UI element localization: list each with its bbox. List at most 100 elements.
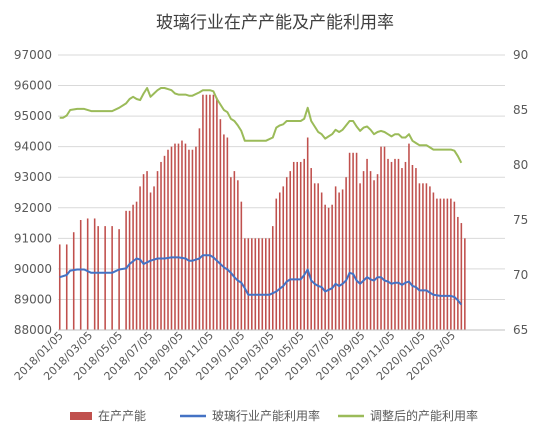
capacity-bar bbox=[457, 216, 459, 330]
capacity-bar bbox=[415, 168, 417, 330]
capacity-bar bbox=[380, 146, 382, 330]
y-left-tick-label: 91000 bbox=[14, 231, 52, 245]
y-left-tick-label: 97000 bbox=[14, 48, 52, 62]
y-right-tick-label: 80 bbox=[513, 158, 528, 172]
capacity-bar bbox=[128, 210, 131, 330]
capacity-bar bbox=[212, 94, 215, 330]
capacity-bar bbox=[237, 180, 239, 330]
capacity-bar bbox=[446, 198, 449, 330]
capacity-bar bbox=[198, 128, 201, 330]
capacity-bar bbox=[345, 177, 347, 330]
capacity-bar bbox=[226, 137, 229, 330]
gridlines bbox=[58, 54, 505, 331]
capacity-bar bbox=[160, 161, 162, 330]
capacity-bar bbox=[408, 143, 410, 330]
capacity-bar bbox=[174, 143, 176, 330]
capacity-bar bbox=[422, 183, 424, 330]
capacity-bar bbox=[331, 204, 333, 330]
capacity-bar bbox=[264, 238, 267, 330]
y-right-tick-label: 70 bbox=[513, 268, 528, 282]
y-right-tick-label: 85 bbox=[513, 103, 528, 117]
capacity-bar bbox=[135, 201, 138, 330]
capacity-bar bbox=[251, 238, 253, 330]
y-left-tick-label: 88000 bbox=[14, 323, 52, 337]
capacity-bar bbox=[296, 161, 299, 330]
capacity-bar bbox=[195, 146, 197, 330]
capacity-bar bbox=[240, 201, 243, 330]
capacity-bar bbox=[313, 183, 316, 330]
adjusted-utilization-line bbox=[59, 87, 463, 164]
capacity-bar bbox=[387, 158, 389, 330]
y-left-tick-label: 89000 bbox=[14, 292, 52, 306]
capacity-bar bbox=[397, 158, 400, 330]
capacity-bar bbox=[93, 218, 96, 330]
capacity-bar bbox=[247, 238, 250, 330]
capacity-bar bbox=[317, 183, 319, 330]
capacity-bar bbox=[209, 94, 211, 330]
capacity-bar bbox=[439, 198, 442, 330]
capacity-bar bbox=[97, 226, 99, 330]
capacity-bar bbox=[429, 186, 431, 330]
capacity-bar bbox=[188, 149, 190, 330]
capacity-bar bbox=[383, 146, 386, 330]
capacity-bar bbox=[58, 244, 61, 330]
y-right-tick-label: 75 bbox=[513, 213, 528, 227]
utilization-lines bbox=[59, 87, 463, 306]
capacity-bar bbox=[223, 134, 225, 330]
capacity-bar bbox=[261, 238, 264, 330]
capacity-bar bbox=[352, 152, 354, 330]
capacity-bar bbox=[142, 174, 145, 330]
y-left-tick-label: 92000 bbox=[14, 201, 52, 215]
capacity-bar bbox=[139, 186, 141, 330]
y-right-tick-label: 65 bbox=[513, 323, 528, 337]
legend-item-capacity: 在产产能 bbox=[70, 409, 146, 423]
capacity-bar bbox=[453, 201, 456, 330]
capacity-bar bbox=[334, 186, 337, 330]
capacity-bar bbox=[156, 171, 159, 330]
legend-label: 调整后的产能利用率 bbox=[370, 408, 478, 423]
capacity-bar bbox=[355, 152, 358, 330]
capacity-bar bbox=[254, 238, 257, 330]
capacity-bar bbox=[306, 137, 309, 330]
capacity-bar bbox=[362, 171, 365, 330]
capacity-bar bbox=[104, 226, 106, 330]
capacity-bar bbox=[376, 174, 379, 330]
capacity-bar bbox=[216, 97, 218, 331]
capacity-bar bbox=[359, 183, 361, 330]
legend-item-adjusted: 调整后的产能利用率 bbox=[338, 408, 478, 423]
capacity-bar bbox=[282, 186, 285, 330]
capacity-bar bbox=[153, 186, 155, 330]
capacity-bar bbox=[170, 146, 173, 330]
utilization-rate-line bbox=[59, 254, 463, 306]
capacity-bar bbox=[244, 238, 246, 330]
capacity-bar bbox=[191, 149, 194, 330]
capacity-bar bbox=[230, 177, 232, 330]
capacity-bar bbox=[464, 238, 466, 330]
capacity-bar bbox=[202, 94, 204, 330]
capacity-bar bbox=[338, 192, 340, 330]
capacity-bar bbox=[184, 143, 187, 330]
y-left-tick-label: 96000 bbox=[14, 79, 52, 93]
capacity-bar bbox=[373, 180, 375, 330]
y-left-tick-label: 94000 bbox=[14, 140, 52, 154]
capacity-bar bbox=[404, 161, 407, 330]
legend: 在产产能 玻璃行业产能利用率 调整后的产能利用率 bbox=[70, 408, 478, 423]
capacity-bar bbox=[205, 94, 208, 330]
capacity-bar bbox=[450, 198, 452, 330]
capacity-bar bbox=[268, 238, 271, 330]
capacity-bar bbox=[310, 168, 312, 330]
capacity-bar bbox=[299, 161, 302, 330]
capacity-bar bbox=[411, 165, 414, 330]
capacity-bar bbox=[289, 171, 292, 330]
capacity-bar bbox=[181, 140, 183, 330]
capacity-bar bbox=[348, 152, 351, 330]
capacity-bar bbox=[303, 158, 305, 330]
capacity-bar bbox=[369, 171, 372, 330]
y-left-tick-label: 95000 bbox=[14, 109, 52, 123]
legend-swatch bbox=[70, 412, 92, 420]
capacity-bar bbox=[285, 177, 288, 330]
capacity-bar bbox=[258, 238, 260, 330]
chart-title: 玻璃行业在产产能及产能利用率 bbox=[156, 13, 394, 33]
capacity-bar bbox=[72, 232, 75, 330]
